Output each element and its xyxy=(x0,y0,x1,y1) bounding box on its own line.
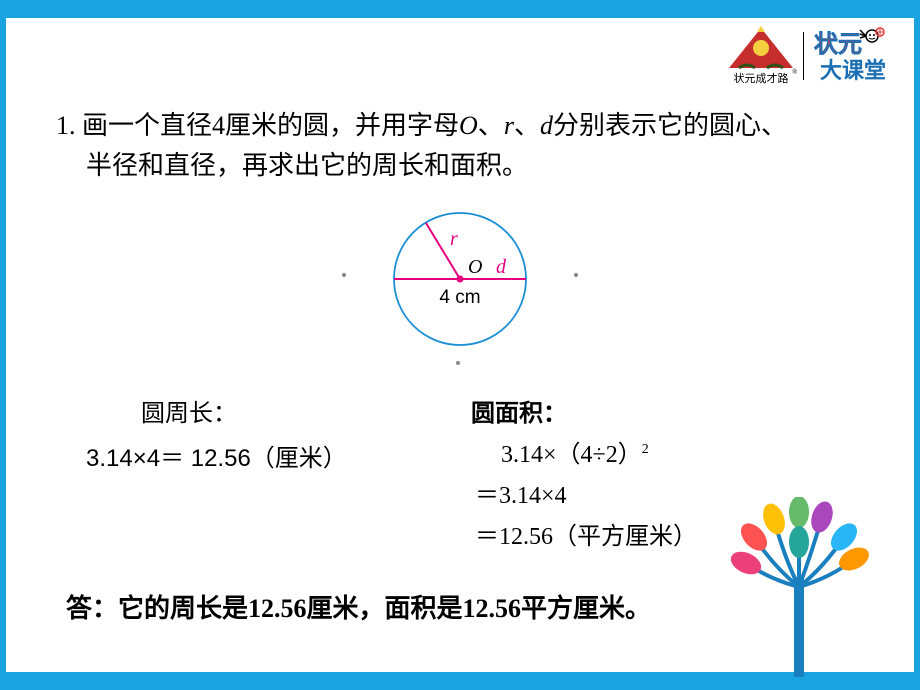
svg-text:®: ® xyxy=(792,68,797,76)
question-line1b: 分别表示它的圆心、 xyxy=(553,111,787,140)
logo-triangle-icon: 状元成才路 ® xyxy=(725,26,797,86)
decorative-tree-icon xyxy=(714,497,884,677)
answer-text: 答：它的周长是12.56厘米，面积是12.56平方厘米。 xyxy=(66,588,651,625)
area-row1-exp: 2 xyxy=(642,442,649,457)
circumference-expr: 3.14×4＝ 12.56（厘米） xyxy=(86,438,347,473)
var-r: r xyxy=(504,111,514,140)
svg-text:r: r xyxy=(450,228,458,250)
artifact-dot xyxy=(574,273,578,277)
brand-logos: 状元成才路 ® 状元 大课堂 xyxy=(725,26,906,86)
question-line1a: 画一个直径4厘米的圆，并用字母 xyxy=(82,111,459,140)
circumference-heading: 圆周长： xyxy=(141,393,347,428)
artifact-dot xyxy=(342,273,346,277)
area-row1-expr: 3.14×（4÷2） xyxy=(501,442,642,468)
area-heading: 圆面积： xyxy=(471,393,697,428)
svg-text:状元: 状元 xyxy=(814,31,862,58)
artifact-dot xyxy=(456,361,460,365)
area-row3: ＝12.56（平方厘米） xyxy=(471,516,697,551)
question-line2: 半径和直径，再求出它的周长和面积。 xyxy=(56,151,528,180)
area-row1: 3.14×（4÷2）2 xyxy=(471,434,697,469)
var-d: d xyxy=(540,111,553,140)
area-calc: 圆面积： 3.14×（4÷2）2 ＝3.14×4 ＝12.56（平方厘米） xyxy=(471,393,697,551)
svg-text:O: O xyxy=(468,256,482,278)
sep1: 、 xyxy=(478,111,504,140)
circle-diagram: r O d 4 cm xyxy=(370,203,550,383)
var-O: O xyxy=(459,111,478,140)
logo-text-icon: 状元 大课堂 xyxy=(810,26,906,86)
svg-text:大课堂: 大课堂 xyxy=(820,58,886,83)
svg-text:4 cm: 4 cm xyxy=(439,287,480,308)
svg-text:d: d xyxy=(496,256,507,278)
area-row2: ＝3.14×4 xyxy=(471,475,697,510)
question-number: 1. xyxy=(56,111,76,140)
logo-separator xyxy=(803,32,804,80)
circle-svg: r O d 4 cm xyxy=(370,203,550,378)
svg-text:状元成才路: 状元成才路 xyxy=(734,71,789,85)
circumference-calc: 圆周长： 3.14×4＝ 12.56（厘米） xyxy=(141,393,347,473)
sep2: 、 xyxy=(514,111,540,140)
question-text: 1. 画一个直径4厘米的圆，并用字母O、r、d分别表示它的圆心、 半径和直径，再… xyxy=(56,106,864,187)
